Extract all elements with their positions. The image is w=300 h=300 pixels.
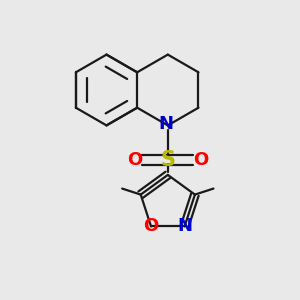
Text: O: O	[127, 151, 142, 169]
Text: O: O	[193, 151, 208, 169]
Text: S: S	[160, 150, 175, 170]
Text: N: N	[159, 115, 174, 133]
Text: O: O	[143, 218, 159, 236]
Text: N: N	[177, 218, 192, 236]
